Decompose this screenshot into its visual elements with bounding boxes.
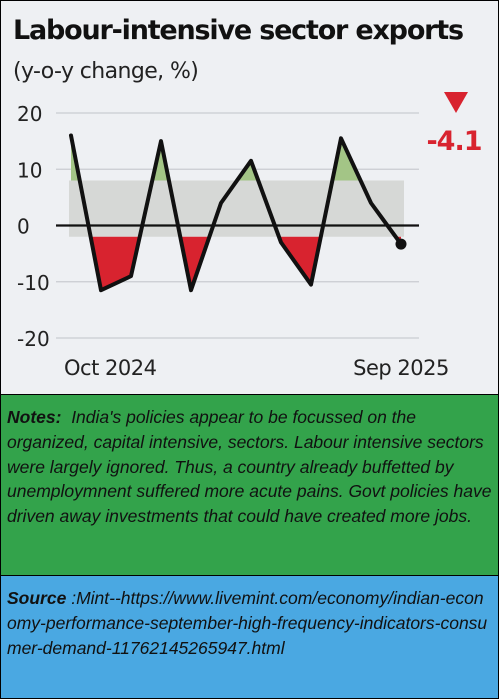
source-label: Source	[7, 588, 67, 608]
y-tick-label: 20	[17, 102, 42, 126]
source-text-block: Source :Mint--https://www.livemint.com/e…	[7, 586, 492, 660]
notes-label: Notes:	[7, 407, 62, 427]
y-tick-label: 0	[17, 215, 30, 239]
x-tick-label: Oct 2024	[64, 356, 157, 380]
y-tick-label: -20	[17, 327, 50, 351]
notes-body: India's policies appear to be focussed o…	[7, 407, 492, 527]
shaded-band	[69, 180, 404, 237]
y-tick-label: -10	[17, 271, 50, 295]
last-data-point	[395, 238, 407, 250]
notes-panel: Notes: India's policies appear to be foc…	[1, 394, 498, 576]
negative-fill	[101, 236, 131, 291]
down-triangle-icon	[444, 92, 468, 113]
chart-title: Labour-intensive sector exports	[13, 15, 464, 46]
line-chart: 20 10 0 -10 -20 Oct 2024 Sep 2025 -4.1	[17, 92, 483, 380]
source-url[interactable]: :Mint--https://www.livemint.com/economy/…	[7, 588, 488, 658]
notes-text-block: Notes: India's policies appear to be foc…	[7, 405, 492, 529]
source-panel: Source :Mint--https://www.livemint.com/e…	[1, 576, 498, 698]
chart-subtitle: (y-o-y change, %)	[13, 59, 199, 84]
chart-panel: Labour-intensive sector exports (y-o-y c…	[1, 1, 498, 394]
latest-value-callout: -4.1	[426, 126, 481, 157]
y-tick-label: 10	[17, 158, 42, 182]
series-line	[69, 133, 403, 293]
x-tick-label: Sep 2025	[353, 356, 449, 380]
